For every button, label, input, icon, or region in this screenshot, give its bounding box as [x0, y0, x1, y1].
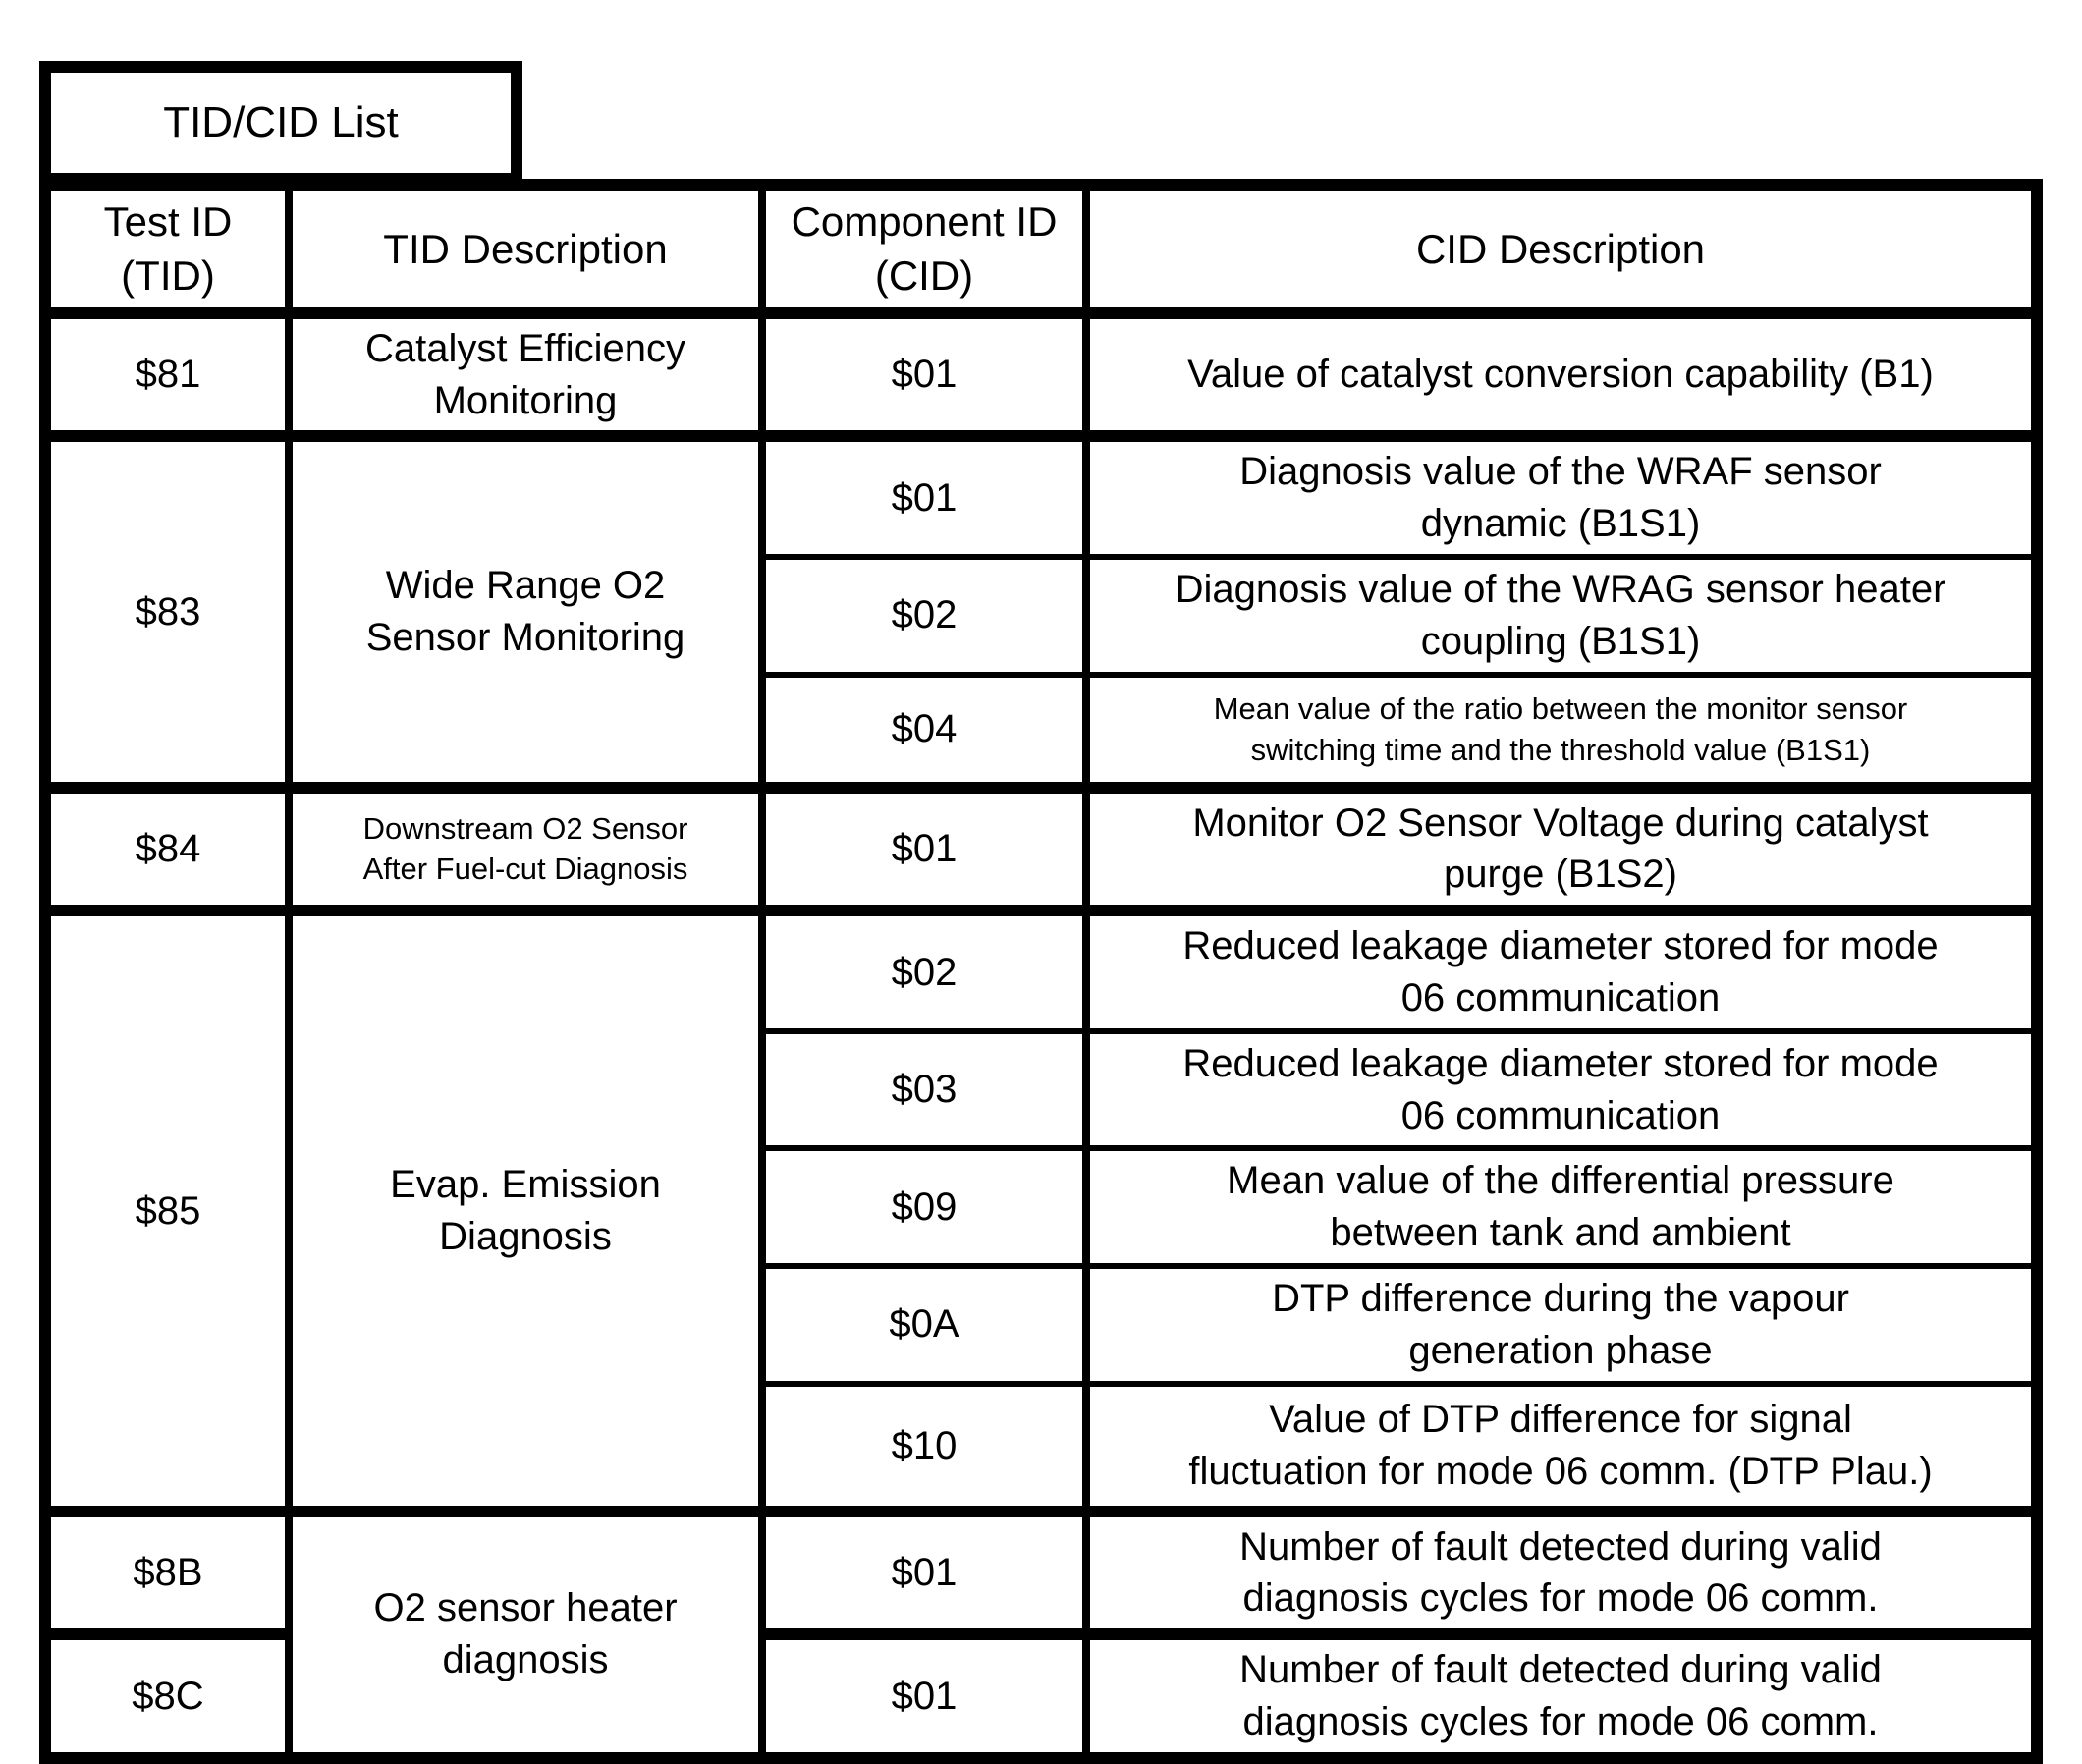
table-row: $85 Evap. Emission Diagnosis $02 Reduced…: [41, 905, 2041, 1515]
cid-description-cell: Value of catalyst conversion capability …: [1082, 306, 2041, 440]
cid-cell: $04: [758, 671, 1090, 791]
table-row: $02 Diagnosis value of the WRAG sensor h…: [45, 554, 2041, 678]
table-row: $0A DTP difference during the vapour gen…: [45, 1263, 2041, 1387]
column-header-cid-description: CID Description: [1082, 182, 2041, 316]
header-row: Test ID (TID) TID Description Component …: [41, 182, 2041, 316]
tid-description-cell: Evap. Emission Diagnosis: [285, 905, 766, 1515]
cid-description-cell: Diagnosis value of the WRAG sensor heate…: [1082, 554, 2041, 678]
cid-cell: $09: [758, 1145, 1090, 1270]
cid-cell: $01: [758, 306, 1090, 440]
table-row: $09 Mean value of the differential press…: [45, 1145, 2041, 1270]
table-row: $10 Value of DTP difference for signal f…: [45, 1380, 2041, 1515]
cid-description-cell: Reduced leakage diameter stored for mode…: [1082, 1027, 2041, 1152]
cid-description-cell: Mean value of the ratio between the moni…: [1082, 671, 2041, 791]
document-page: TID/CID List Test ID (TID) TID Descripti…: [39, 61, 2043, 1764]
cid-cell: $02: [758, 554, 1090, 678]
table-row: $04 Mean value of the ratio between the …: [45, 671, 2041, 791]
tid-cid-table: Test ID (TID) TID Description Component …: [39, 179, 2043, 1764]
tid-description-cell: Wide Range O2 Sensor Monitoring: [285, 430, 766, 791]
cid-cell: $01: [758, 1505, 1090, 1638]
tid-description-cell: O2 sensor heater diagnosis: [285, 1505, 766, 1761]
cid-description-cell: Mean value of the differential pressure …: [1082, 1145, 2041, 1270]
cid-cell: $01: [758, 781, 1090, 914]
cid-cell: $02: [758, 905, 1090, 1034]
tid-cell: $81: [41, 306, 293, 440]
cid-description-cell: Reduced leakage diameter stored for mode…: [1082, 905, 2041, 1034]
cid-cell: $01: [758, 430, 1090, 561]
table-row: $84 Downstream O2 Sensor After Fuel-cut …: [41, 781, 2041, 914]
cid-cell: $01: [758, 1628, 1090, 1761]
table-row: $03 Reduced leakage diameter stored for …: [45, 1027, 2041, 1152]
tid-description-cell: Downstream O2 Sensor After Fuel-cut Diag…: [285, 781, 766, 914]
tid-cell: $83: [41, 430, 293, 791]
cid-description-cell: Monitor O2 Sensor Voltage during catalys…: [1082, 781, 2041, 914]
tid-cell: $8B: [41, 1505, 293, 1638]
cid-description-cell: Value of DTP difference for signal fluct…: [1082, 1380, 2041, 1515]
cid-cell: $0A: [758, 1263, 1090, 1387]
table-row: $8B O2 sensor heater diagnosis $01 Numbe…: [41, 1505, 2041, 1761]
cid-cell: $10: [758, 1380, 1090, 1515]
cid-description-cell: Number of fault detected during valid di…: [1082, 1628, 2041, 1761]
cid-description-cell: Number of fault detected during valid di…: [1082, 1505, 2041, 1638]
tid-description-cell: Catalyst Efficiency Monitoring: [285, 306, 766, 440]
column-header-tid-description: TID Description: [285, 182, 766, 316]
tid-cell: $85: [41, 905, 293, 1515]
table-row: $81 Catalyst Efficiency Monitoring $01 V…: [41, 306, 2041, 440]
table-row: $83 Wide Range O2 Sensor Monitoring $01 …: [41, 430, 2041, 791]
column-header-component-id: Component ID (CID): [758, 182, 1090, 316]
table-title-label: TID/CID List: [163, 98, 399, 146]
column-header-test-id: Test ID (TID): [41, 182, 293, 316]
tid-cell: $8C: [41, 1628, 293, 1761]
table-title: TID/CID List: [39, 61, 522, 185]
cid-description-cell: Diagnosis value of the WRAF sensor dynam…: [1082, 430, 2041, 561]
cid-description-cell: DTP difference during the vapour generat…: [1082, 1263, 2041, 1387]
cid-cell: $03: [758, 1027, 1090, 1152]
tid-cell: $84: [41, 781, 293, 914]
